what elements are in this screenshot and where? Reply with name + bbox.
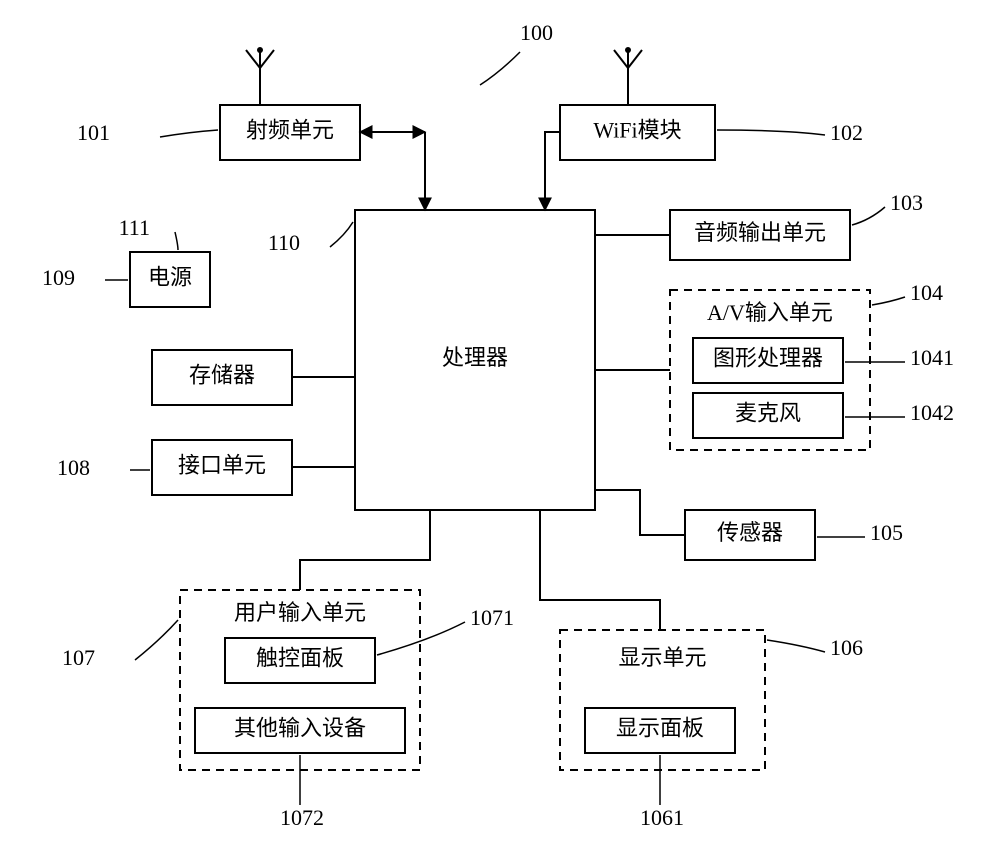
ref-103: 103 [890,190,923,215]
audio_out-label: 音频输出单元 [694,220,826,245]
leader-111 [175,232,178,250]
user_input-title: 用户输入单元 [234,600,366,625]
mic-label: 麦克风 [735,401,801,426]
av_input-title: A/V输入单元 [707,300,833,325]
leader-104 [872,297,905,305]
leader-110 [330,222,353,247]
ref-106: 106 [830,635,863,660]
sensor-label: 传感器 [717,520,783,545]
block-diagram: A/V输入单元用户输入单元显示单元 处理器 射频单元 WiFi模块电源存储器接口单元 音… [0,0,1000,851]
ref-1071: 1071 [470,605,514,630]
processor-label: 处理器 [442,345,508,370]
conn-processor-userinput [300,510,430,590]
conn-processor-display [540,510,660,630]
memory-label: 存储器 [189,363,255,388]
interface-label: 接口单元 [178,453,266,478]
ref-109: 109 [42,265,75,290]
ref-107: 107 [62,645,95,670]
display_panel-label: 显示面板 [616,716,704,741]
leader-103 [852,207,885,225]
other_input-label: 其他输入设备 [234,716,366,741]
leader-106 [767,640,825,652]
display-title: 显示单元 [618,645,706,670]
power-label: 电源 [148,265,192,290]
leader-102 [717,130,825,135]
ref-1072: 1072 [280,805,324,830]
ref-1061: 1061 [640,805,684,830]
ref-104: 104 [910,280,943,305]
ref-101: 101 [77,120,110,145]
conn-processor-sensor [595,490,685,535]
gpu-label: 图形处理器 [713,346,823,371]
ref-100: 100 [520,20,553,45]
wifi-label: WiFi模块 [593,118,681,143]
conn-wifi-processor [545,132,560,210]
leader-100 [480,52,520,85]
touch-label: 触控面板 [256,646,344,671]
leader-107 [135,620,178,660]
ref-1042: 1042 [910,400,954,425]
ref-1041: 1041 [910,345,954,370]
leader-101 [160,130,218,137]
ref-108: 108 [57,455,90,480]
rf-label: 射频单元 [246,118,334,143]
ref-110: 110 [268,230,300,255]
ref-102: 102 [830,120,863,145]
ref-105: 105 [870,520,903,545]
ref-111: 111 [119,215,150,240]
